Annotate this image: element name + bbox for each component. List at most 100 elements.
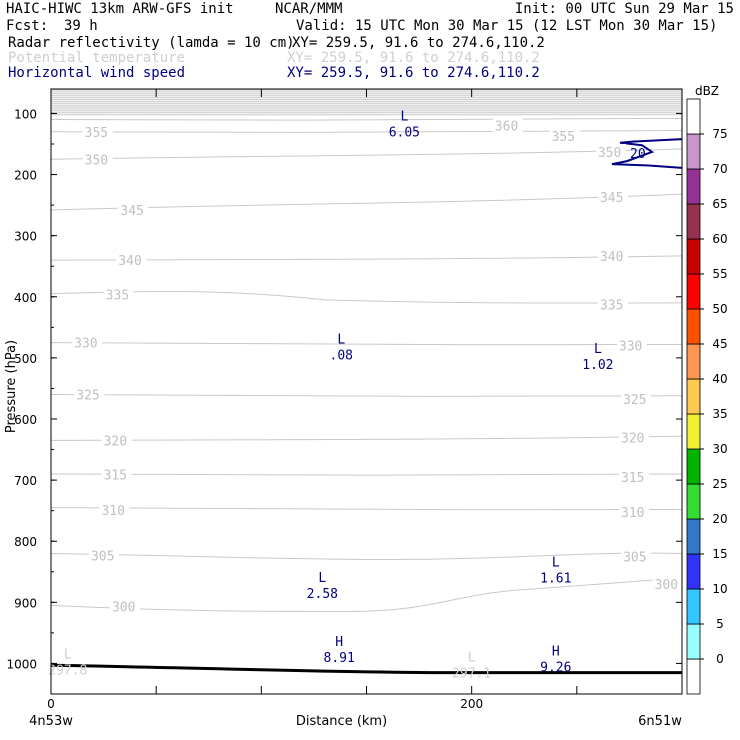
theta-label-340: 340 <box>118 254 141 269</box>
theta-label-bg <box>118 202 149 217</box>
theta-label-310: 310 <box>621 506 644 521</box>
x-endpoint-left: 4n53w <box>29 714 73 729</box>
colorbar-level: 70 <box>712 162 727 176</box>
theta-label-bg <box>549 128 580 144</box>
theta-label-335: 335 <box>600 299 623 314</box>
theta-label-bg <box>82 123 113 139</box>
colorbar-swatch <box>686 553 701 590</box>
valid-time: Valid: 15 UTC Mon 30 Mar 15 (12 LST Mon … <box>296 18 718 34</box>
colorbar-swatch <box>686 658 701 695</box>
colorbar-swatch <box>686 133 701 170</box>
extremum-L: L <box>552 556 560 571</box>
theta-contour-310 <box>50 507 683 511</box>
colorbar-level: 75 <box>712 127 727 141</box>
colorbar-level: 30 <box>712 442 727 456</box>
colorbar-level: 60 <box>712 232 727 246</box>
theta-contour-320 <box>50 435 683 441</box>
y-tick-label: 200 <box>14 169 37 183</box>
theta-label-335: 335 <box>106 288 129 303</box>
colorbar-swatch <box>686 448 701 485</box>
y-tick-label: 1000 <box>6 657 37 671</box>
y-tick-label: 900 <box>14 596 37 610</box>
extremum-value: 297.1 <box>452 666 491 681</box>
theta-label-bg <box>621 390 652 406</box>
field-name-theta: Potential temperature <box>8 50 186 66</box>
extremum-H: H <box>552 644 560 659</box>
theta-label-bg <box>597 189 628 205</box>
extremum-L: L <box>64 647 72 662</box>
y-tick-label: 500 <box>14 352 37 366</box>
theta-label-bg <box>101 432 132 448</box>
theta-label-bg <box>619 429 650 445</box>
colorbar-swatch <box>686 203 701 240</box>
colorbar-swatch <box>686 308 701 345</box>
theta-label-bg <box>621 548 652 564</box>
colorbar-level: 45 <box>712 337 727 351</box>
colorbar-level: 50 <box>712 302 727 316</box>
theta-contour-325 <box>50 394 683 397</box>
colorbar-swatch <box>686 378 701 415</box>
theta-label-bg <box>103 286 134 302</box>
theta-contour-355 <box>50 130 683 133</box>
colorbar-swatch <box>686 623 701 660</box>
theta-label-340: 340 <box>600 250 623 265</box>
extremum-L: L <box>337 333 345 348</box>
theta-label-bg <box>492 117 523 133</box>
theta-label-bg <box>109 598 140 614</box>
field-xy-wind: XY= 259.5, 91.6 to 274.6,110.2 <box>287 65 540 81</box>
extremum-L: L <box>400 110 408 125</box>
theta-contour-330 <box>50 342 683 346</box>
theta-label-bg <box>616 337 647 353</box>
extremum-value: 1.61 <box>540 572 571 587</box>
field-xy-reflectivity: XY= 259.5, 91.6 to 274.6,110.2 <box>292 35 545 51</box>
y-tick-label: 600 <box>14 413 37 427</box>
extremum-value: 2.58 <box>307 587 338 602</box>
extremum-value: 8.91 <box>324 651 355 666</box>
theta-label-325: 325 <box>623 393 646 408</box>
theta-label-355: 355 <box>85 126 108 141</box>
field-name-wind: Horizontal wind speed <box>8 65 186 81</box>
theta-label-bg <box>82 151 113 167</box>
theta-contour-335 <box>50 290 683 304</box>
theta-label-320: 320 <box>621 431 644 446</box>
theta-label-300: 300 <box>655 578 678 593</box>
theta-label-315: 315 <box>104 469 127 484</box>
x-tick-label: 0 <box>47 697 55 711</box>
colorbar-swatch <box>686 588 701 625</box>
theta-label-345: 345 <box>120 204 143 219</box>
field-xy-theta: XY= 259.5, 91.6 to 274.6,110.2 <box>287 50 540 66</box>
theta-contour-300 <box>50 577 683 613</box>
extremum-value: .08 <box>330 349 353 364</box>
theta-contour-315 <box>50 473 683 476</box>
colorbar-level: 25 <box>712 477 727 491</box>
theta-label-315: 315 <box>621 471 644 486</box>
wind-contour-label: 20 <box>630 147 646 162</box>
forecast-label: Fcst: <box>6 18 49 34</box>
y-axis-label: Pressure (hPa) <box>4 340 19 433</box>
theta-label-345: 345 <box>600 191 623 206</box>
theta-label-bg <box>652 576 683 591</box>
wind-contour-20 <box>611 138 683 169</box>
colorbar-swatch <box>686 483 701 520</box>
extremum-H: H <box>335 635 343 650</box>
extremum-L: L <box>468 650 476 665</box>
theta-label-bg <box>595 143 626 159</box>
colorbar-swatch <box>686 518 701 555</box>
colorbar-level: 15 <box>712 547 727 561</box>
theta-contour-305 <box>50 552 683 561</box>
theta-label-325: 325 <box>76 389 99 404</box>
colorbar-swatch <box>686 343 701 380</box>
colorbar-swatch <box>686 98 701 135</box>
x-tick-label: 200 <box>460 697 483 711</box>
colorbar-level: 20 <box>712 512 727 526</box>
y-tick-label: 100 <box>14 107 37 121</box>
chart-title: HAIC-HIWC 13km ARW-GFS init <box>6 1 234 17</box>
colorbar-level: 55 <box>712 267 727 281</box>
colorbar-swatch <box>686 273 701 310</box>
colorbar-swatch <box>686 168 701 205</box>
colorbar-level: 10 <box>712 582 727 596</box>
extremum-value: 6.05 <box>389 126 420 141</box>
colorbar-swatch <box>686 413 701 450</box>
init-time: Init: 00 UTC Sun 29 Mar 15 <box>514 1 734 17</box>
